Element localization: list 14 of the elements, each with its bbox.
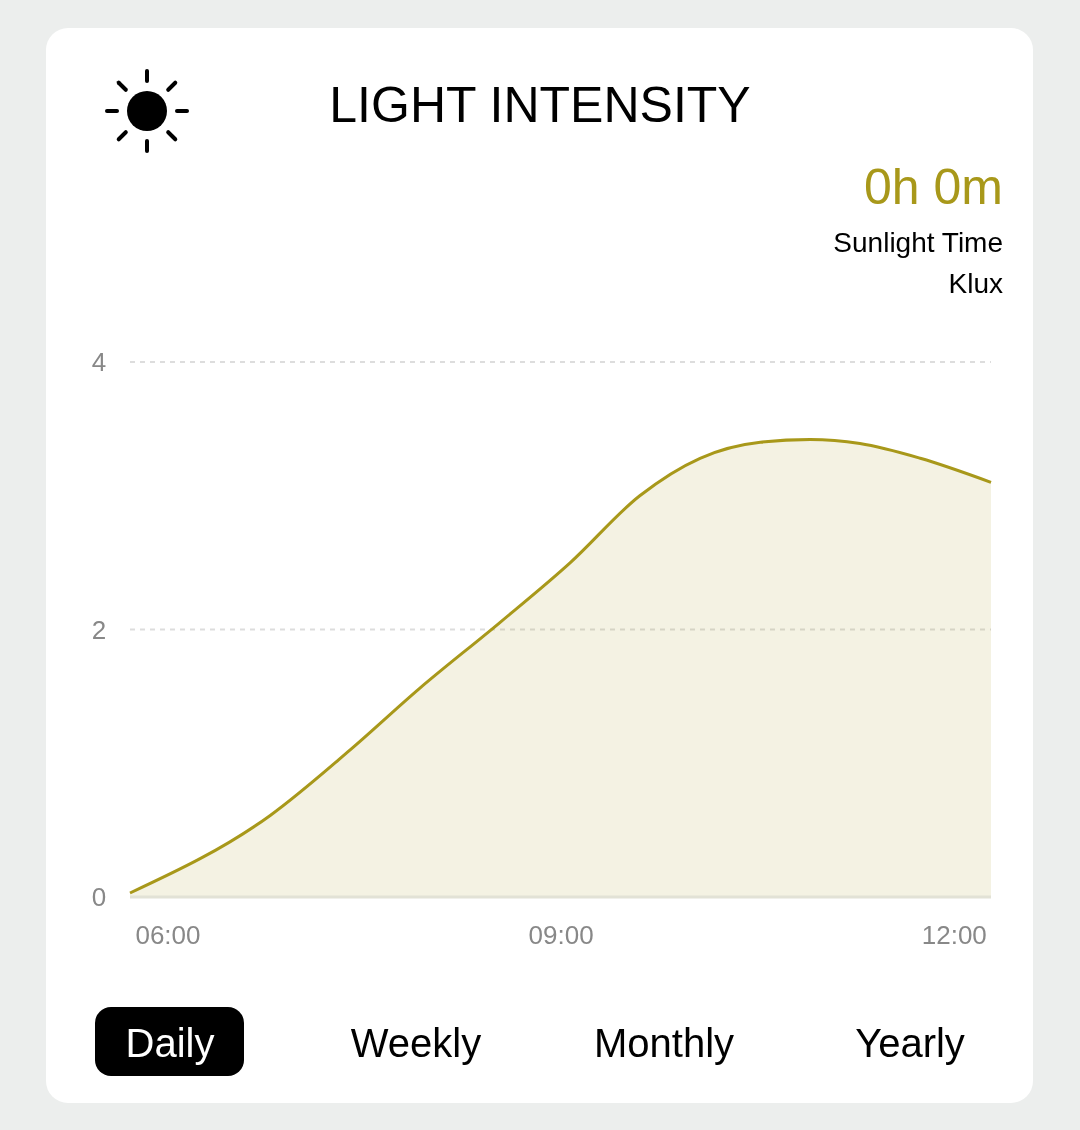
y-axis-title: Klux (948, 268, 1003, 299)
y-tick-label: 0 (91, 882, 107, 913)
text: Yearly (855, 1021, 965, 1065)
text: 0h 0m (864, 159, 1003, 215)
text: Monthly (593, 1021, 735, 1065)
y-tick-label: 2 (91, 614, 107, 645)
text: Daily (125, 1021, 215, 1065)
x-tick-label: 09:00 (528, 920, 594, 950)
y-tick-label: 4 (91, 347, 107, 378)
chart-title: LIGHT INTENSITY (329, 77, 751, 133)
x-tick-label: 12:00 (921, 920, 987, 950)
text: Sunlight Time (833, 227, 1003, 258)
x-tick-label: 06:00 (135, 920, 201, 950)
text: Weekly (350, 1021, 482, 1065)
